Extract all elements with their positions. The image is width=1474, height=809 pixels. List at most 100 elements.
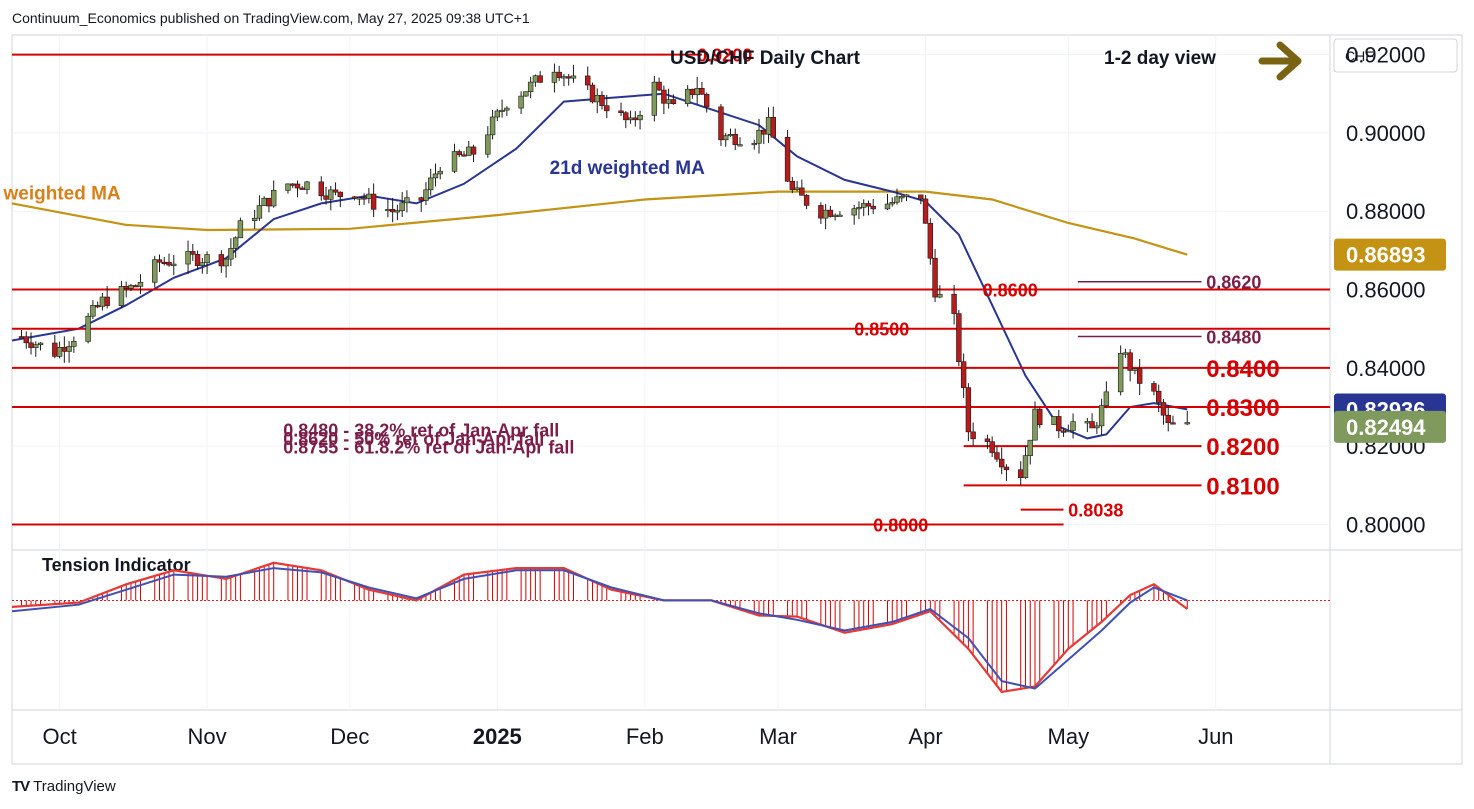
candle-body (832, 214, 838, 217)
candle-body (761, 129, 767, 135)
candle-body (537, 75, 543, 83)
x-tick-label: Apr (908, 724, 942, 749)
candle-body (737, 144, 743, 147)
candle-body (889, 202, 895, 205)
candle-body (285, 183, 291, 191)
candle-body (1084, 421, 1091, 424)
tradingview-logo-icon: TV (12, 778, 30, 795)
candle-body (123, 286, 129, 289)
candle-body (1060, 430, 1067, 433)
tension-indicator: Tension Indicator (11, 555, 1330, 694)
candle-body (932, 257, 938, 298)
candle-body (294, 183, 301, 189)
candle-body (585, 75, 591, 86)
level-label-0.8600: 0.8600 (983, 281, 1038, 301)
candle-body (570, 75, 577, 79)
candle-body (228, 248, 234, 260)
candle-body (789, 181, 796, 190)
sideways-arrow-icon (1258, 41, 1302, 81)
candle-body (466, 146, 472, 156)
price-badge-label: 0.82494 (1346, 415, 1426, 440)
candle-body (770, 117, 776, 138)
candle-body (589, 84, 596, 103)
candle-body (137, 282, 144, 287)
y-tick-label: 0.88000 (1346, 199, 1426, 224)
candle-body (1003, 466, 1010, 471)
candle-body (903, 194, 910, 197)
candle-body (689, 88, 696, 95)
candle-body (418, 197, 424, 201)
candle-body (204, 254, 210, 263)
price-badge-bg (1334, 410, 1446, 443)
candle-body (489, 116, 496, 136)
candle-body (599, 94, 605, 106)
candle-body (861, 203, 867, 208)
candle-body (423, 189, 429, 201)
candle-body (1117, 353, 1124, 393)
candle-body (670, 99, 677, 105)
candle-body (1160, 402, 1167, 416)
x-tick-label: Feb (626, 724, 664, 749)
candle-body (1070, 421, 1076, 431)
candle-body (827, 209, 834, 217)
candle-body (118, 286, 125, 306)
candle-body (784, 136, 791, 182)
candle-body (1103, 391, 1110, 406)
candle-body (1184, 422, 1190, 425)
candle-body (456, 151, 462, 156)
candle-body (485, 134, 491, 155)
candle-body (1156, 390, 1162, 403)
candle-body (956, 313, 962, 362)
candle-body (656, 81, 662, 91)
candle-body (665, 99, 672, 104)
candle-body (703, 94, 710, 108)
candle-body (251, 217, 258, 221)
candle-body (1098, 405, 1105, 427)
view-label: 1-2 day view (1104, 48, 1216, 69)
candle-body (965, 387, 972, 433)
ma233-label: 233d weighted MA (0, 183, 121, 204)
candle-body (551, 71, 558, 83)
candle-body (156, 259, 163, 263)
candle-body (1151, 383, 1157, 392)
tradingview-brand[interactable]: TV TradingView (12, 778, 116, 795)
candle-body (52, 342, 58, 357)
candle-body (270, 190, 277, 207)
candle-body (432, 173, 439, 179)
candle-body (870, 205, 876, 210)
candle-body (922, 198, 929, 224)
y-tick-label: 0.92000 (1346, 43, 1426, 68)
candle-body (751, 142, 757, 146)
candle-body (723, 135, 729, 141)
candle-body (851, 208, 857, 216)
candle-body (1051, 416, 1057, 426)
candle-body (499, 109, 505, 112)
candle-body (1027, 439, 1033, 456)
candle-body (428, 177, 434, 191)
candle-body (28, 342, 34, 348)
candle-body (323, 195, 329, 200)
candle-body (152, 259, 158, 283)
candle-body (856, 207, 862, 210)
candle-body (194, 254, 201, 266)
candle-body (470, 146, 477, 155)
candle-body (1018, 469, 1024, 478)
candle-body (794, 187, 800, 190)
publisher-header: Continuum_Economics published on Trading… (12, 10, 530, 26)
candle-body (684, 88, 691, 105)
candle-body (366, 193, 372, 199)
candle-body (361, 197, 367, 200)
candle-body (71, 341, 77, 347)
x-tick-label: 2025 (473, 724, 522, 749)
candle-body (351, 196, 358, 199)
candle-body (604, 105, 610, 112)
candle-body (627, 117, 634, 121)
level-label-0.8000: 0.8000 (873, 516, 928, 536)
candle-body (561, 76, 567, 79)
currency-label: CHF (1345, 48, 1374, 64)
candle-body (99, 296, 106, 307)
price-badge-bg (1334, 238, 1446, 271)
candle-body (694, 88, 700, 95)
candle-body (261, 197, 267, 206)
candle-body (128, 285, 134, 289)
